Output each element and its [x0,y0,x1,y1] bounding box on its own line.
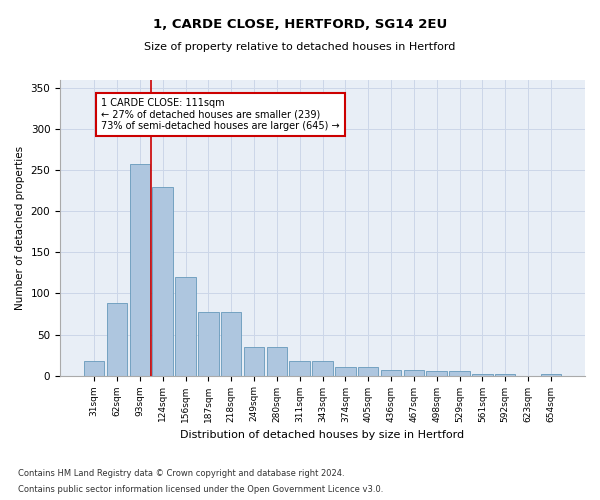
Bar [358,368,379,376]
Bar [404,370,424,376]
X-axis label: Distribution of detached houses by size in Hertford: Distribution of detached houses by size … [181,430,464,440]
Y-axis label: Number of detached properties: Number of detached properties [15,146,25,310]
Bar [175,277,196,376]
Bar [472,374,493,376]
Text: Size of property relative to detached houses in Hertford: Size of property relative to detached ho… [145,42,455,52]
Text: 1, CARDE CLOSE, HERTFORD, SG14 2EU: 1, CARDE CLOSE, HERTFORD, SG14 2EU [153,18,447,30]
Bar [198,312,218,376]
Bar [152,186,173,376]
Bar [312,361,333,376]
Bar [381,370,401,376]
Bar [541,374,561,376]
Bar [221,312,241,376]
Bar [107,304,127,376]
Bar [449,372,470,376]
Bar [244,347,264,376]
Bar [130,164,150,376]
Text: Contains public sector information licensed under the Open Government Licence v3: Contains public sector information licen… [18,485,383,494]
Text: Contains HM Land Registry data © Crown copyright and database right 2024.: Contains HM Land Registry data © Crown c… [18,468,344,477]
Bar [266,347,287,376]
Bar [495,374,515,376]
Bar [84,361,104,376]
Bar [335,368,356,376]
Text: 1 CARDE CLOSE: 111sqm
← 27% of detached houses are smaller (239)
73% of semi-det: 1 CARDE CLOSE: 111sqm ← 27% of detached … [101,98,340,132]
Bar [427,372,447,376]
Bar [289,361,310,376]
